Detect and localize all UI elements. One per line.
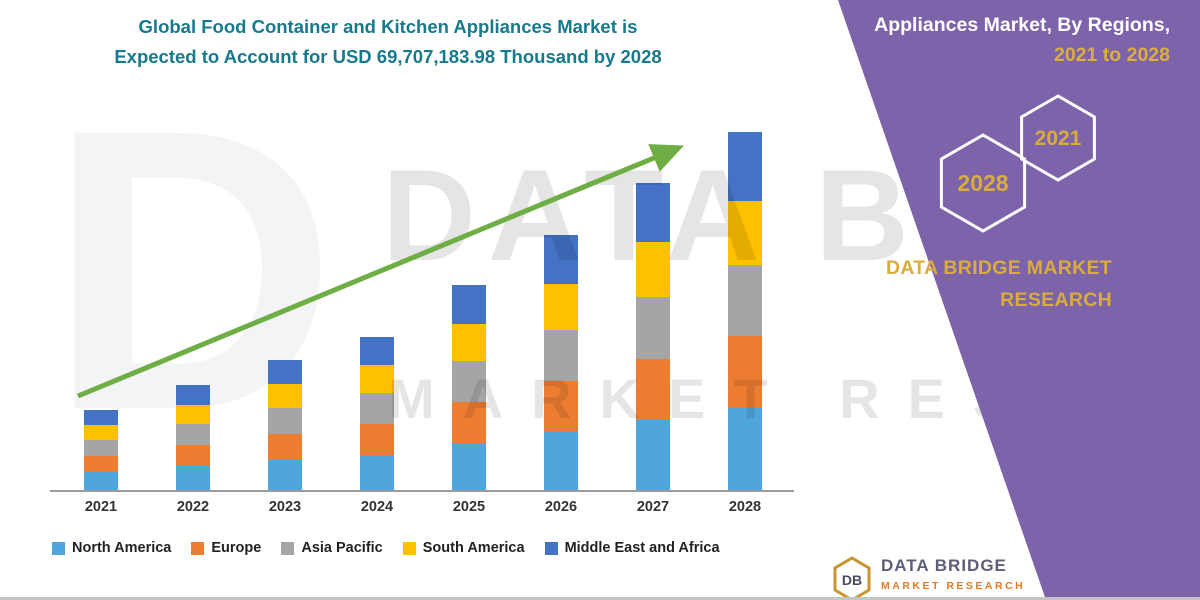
legend-swatch: [191, 541, 205, 555]
x-axis-labels: 2021 2022 2023 2024 2025 2026 2027 2028: [55, 499, 791, 515]
bar-segment-asia-pacific: [176, 423, 210, 445]
legend-label: South America: [422, 540, 525, 556]
legend-swatch: [544, 541, 558, 555]
hexagon-2021-label: 2021: [1035, 127, 1082, 150]
legend-swatch: [281, 541, 295, 555]
bar-segment-asia-pacific: [728, 265, 762, 337]
legend-swatch: [402, 541, 416, 555]
bar-segment-south-america: [84, 425, 118, 440]
stacked-bar-2022: [176, 384, 210, 490]
year-hexagons: 2028 2021: [939, 94, 1096, 233]
bar-segment-south-america: [452, 323, 486, 361]
footer-logo-mark: DB: [842, 572, 862, 588]
bar-segment-south-america: [268, 384, 302, 408]
footer-logo-brand: DATA BRIDGE: [881, 556, 1007, 575]
legend-label: Europe: [211, 540, 262, 556]
bar-segment-north-america: [452, 442, 486, 490]
bar-segment-middle-east-and-africa: [268, 359, 302, 385]
bar-segment-middle-east-and-africa: [176, 384, 210, 405]
bar-segment-europe: [360, 423, 394, 455]
chart-title-line2: Expected to Account for USD 69,707,183.9…: [114, 45, 662, 67]
stacked-bar-2028: [728, 132, 762, 490]
legend-label: Middle East and Africa: [564, 540, 720, 556]
chart-column-2022: [147, 132, 239, 490]
bar-segment-north-america: [728, 407, 762, 490]
bar-segment-europe: [452, 401, 486, 443]
bar-segment-north-america: [360, 454, 394, 490]
x-axis-line: [50, 490, 794, 492]
panel-heading-line2: 2021 to 2028: [1053, 44, 1170, 67]
bar-segment-asia-pacific: [636, 297, 670, 359]
bar-segment-europe: [176, 444, 210, 466]
footer-logo-text: DATA BRIDGE MARKET RESEARCH: [881, 556, 1025, 592]
legend-item-south-america: South America: [402, 540, 525, 556]
bar-segment-middle-east-and-africa: [452, 284, 486, 324]
chart-column-2028: [699, 132, 791, 490]
bar-segment-europe: [728, 336, 762, 408]
x-axis-label: 2021: [84, 499, 118, 515]
bottom-divider: [0, 597, 1200, 600]
bar-segment-north-america: [268, 460, 302, 490]
chart-legend: North America Europe Asia Pacific South Ame…: [52, 540, 720, 556]
bar-segment-middle-east-and-africa: [84, 409, 118, 426]
stacked-bar-2021: [84, 409, 118, 490]
x-axis-label: 2025: [452, 499, 486, 515]
bar-segment-middle-east-and-africa: [728, 132, 762, 201]
legend-swatch: [52, 541, 65, 555]
brand-line1: DATA BRIDGE MARKET: [885, 257, 1112, 279]
bar-segment-north-america: [544, 431, 578, 490]
legend-item-europe: Europe: [191, 540, 261, 556]
bar-segment-north-america: [84, 471, 118, 490]
bar-segment-asia-pacific: [84, 439, 118, 456]
bar-segment-europe: [84, 455, 118, 472]
panel-brand-text: DATA BRIDGE MARKET RESEARCH: [886, 252, 1112, 316]
legend-item-north-america: North America: [52, 540, 171, 556]
chart-column-2021: [55, 132, 147, 490]
legend-item-asia-pacific: Asia Pacific: [281, 540, 383, 556]
chart-title-line1: Global Food Container and Kitchen Applia…: [138, 16, 638, 37]
x-axis-label: 2023: [268, 499, 302, 515]
panel-heading-line1: Appliances Market, By Regions,: [874, 14, 1170, 36]
bar-segment-asia-pacific: [268, 407, 302, 435]
hexagon-2021: [1020, 94, 1096, 182]
x-axis-label: 2024: [360, 499, 394, 515]
bar-segment-north-america: [636, 419, 670, 490]
bar-segment-south-america: [176, 404, 210, 424]
footer-logo: DB DATA BRIDGE MARKET RESEARCH: [832, 556, 1025, 600]
stacked-bar-2023: [268, 359, 302, 490]
bar-segment-north-america: [176, 465, 210, 490]
x-axis-label: 2028: [728, 499, 762, 515]
bar-segment-south-america: [544, 284, 578, 330]
legend-label: North America: [72, 540, 172, 556]
x-axis-label: 2027: [636, 499, 670, 515]
x-axis-label: 2022: [176, 499, 210, 515]
bar-segment-middle-east-and-africa: [360, 336, 394, 366]
bar-segment-south-america: [728, 200, 762, 266]
chart-title: Global Food Container and Kitchen Applia…: [58, 12, 718, 71]
data-bridge-logo-icon: DB: [833, 556, 871, 600]
x-axis-label: 2026: [544, 499, 578, 515]
legend-item-middle-east-and-africa: Middle East and Africa: [544, 540, 720, 556]
footer-logo-sub: MARKET RESEARCH: [881, 580, 1026, 592]
legend-label: Asia Pacific: [301, 540, 383, 556]
brand-line2: RESEARCH: [1000, 289, 1112, 312]
chart-column-2023: [239, 132, 331, 490]
panel-heading: Appliances Market, By Regions, 2021 to 2…: [874, 10, 1170, 70]
hexagon-2028-label: 2028: [957, 170, 1008, 196]
bar-segment-europe: [268, 434, 302, 461]
